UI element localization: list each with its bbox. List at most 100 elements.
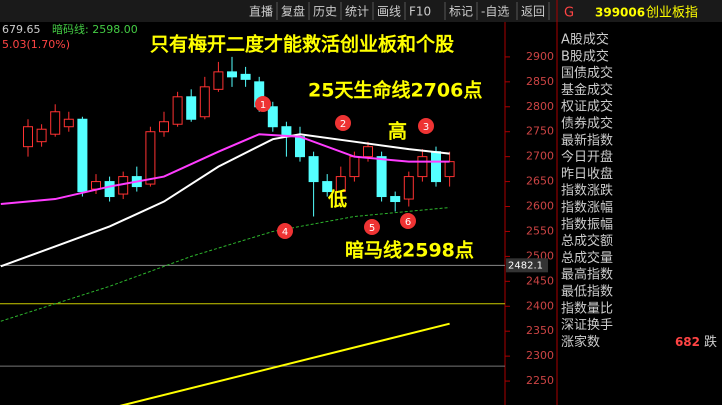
y-tick-label: 2700 — [526, 150, 554, 163]
plot — [0, 56, 505, 405]
y-tick-label: 2350 — [526, 324, 554, 337]
fall-label: 跌 — [704, 334, 717, 350]
y-tick-label: 2900 — [526, 50, 554, 63]
code: 399006 — [595, 6, 645, 20]
panel-row: 昨日收盘 — [561, 166, 613, 182]
marker-label: 6 — [405, 217, 411, 228]
marker — [335, 115, 351, 131]
marker — [277, 223, 293, 239]
high-note: 高 — [388, 120, 407, 143]
candle-body — [227, 71, 237, 78]
low-note: 低 — [327, 188, 347, 211]
panel-row: 指数量比 — [561, 301, 613, 316]
level-label: 2482.1 — [508, 260, 543, 271]
y-tick-label: 2250 — [526, 374, 554, 387]
candle-body — [376, 156, 387, 198]
candle-body — [444, 161, 455, 178]
candle-body — [308, 156, 319, 183]
name: 创业板指 — [646, 6, 698, 21]
candle-body — [172, 96, 183, 125]
toolbar-button[interactable]: 统计 — [345, 5, 369, 19]
candle-body — [50, 111, 61, 135]
toolbar-bg — [0, 0, 722, 22]
y-tick-label: 2450 — [526, 274, 554, 287]
candle-body — [322, 181, 333, 193]
y-tick-label: 2550 — [526, 224, 554, 237]
marker — [364, 219, 380, 235]
panel-row: 总成交量 — [561, 250, 613, 266]
candle-body — [36, 128, 47, 143]
candle-body — [431, 151, 441, 183]
candle-body — [199, 86, 210, 118]
candle-body — [417, 156, 428, 178]
toolbar-button[interactable]: 复盘 — [281, 4, 305, 19]
title-note: 只有梅开二度才能救活创业板和个股 — [150, 33, 454, 56]
panel-row: 指数振幅 — [561, 217, 613, 232]
candle-body — [403, 176, 414, 200]
toolbar-button[interactable]: 返回 — [521, 5, 545, 19]
candle-body — [159, 121, 169, 133]
panel-row: 指数涨跌 — [561, 183, 613, 199]
candle-body — [23, 126, 33, 148]
toolbar-button[interactable]: 直播 — [249, 5, 273, 19]
marker-label: 3 — [423, 122, 429, 133]
panel-row: 总成交额 — [561, 233, 613, 249]
candle-body — [349, 156, 360, 178]
marker-label: 4 — [282, 227, 288, 238]
candle-body — [240, 73, 251, 80]
ma25-note: 25天生命线2706点 — [308, 79, 482, 102]
candle-body — [77, 118, 88, 193]
panel-row: 基金成交 — [561, 82, 613, 98]
candle-body — [63, 118, 74, 128]
panel-row: 债券成交 — [561, 116, 613, 132]
y-tick-label: 2750 — [526, 125, 554, 138]
ma-line — [0, 133, 450, 268]
line-label: 暗码线: 2598.00 — [52, 22, 138, 36]
marker — [418, 118, 434, 134]
candle-body — [335, 176, 346, 193]
y-tick-label: 2600 — [526, 200, 554, 213]
candle-body — [295, 136, 305, 158]
candle-body — [213, 71, 224, 90]
marker-label: 1 — [260, 100, 266, 111]
candle-body — [186, 96, 197, 120]
candle-body — [104, 181, 115, 198]
toolbar-button[interactable]: 标记 — [449, 5, 473, 19]
panel-row: A股成交 — [561, 32, 609, 48]
panel-row: 最高指数 — [561, 267, 613, 283]
marker — [255, 96, 271, 112]
dark-line-note: 暗马线2598点 — [345, 239, 474, 262]
panel-row: 指数涨幅 — [561, 201, 613, 216]
candle-body — [145, 131, 156, 185]
flag: G — [564, 6, 574, 21]
level-tag — [506, 258, 548, 273]
toolbar-button[interactable]: F10 — [409, 5, 431, 19]
candle-body — [267, 106, 278, 128]
y-tick-label: 2650 — [526, 175, 554, 188]
panel-row: 涨家数 — [561, 334, 600, 350]
panel-row: 权证成交 — [561, 99, 613, 115]
ma-line — [0, 133, 450, 206]
y-tick-label: 2300 — [526, 349, 554, 362]
ma-line — [119, 322, 450, 405]
marker — [400, 213, 416, 229]
panel-row: 最新指数 — [561, 132, 613, 148]
y-tick-label: 2850 — [526, 75, 554, 88]
panel-row: B股成交 — [561, 48, 609, 64]
price: 679.65 — [2, 23, 41, 36]
panel-row: 最低指数 — [561, 285, 613, 300]
toolbar-button[interactable]: 历史 — [313, 5, 337, 19]
rise-count: 682 — [675, 335, 700, 349]
change: 5.03(1.70%) — [2, 38, 70, 51]
ma-line — [0, 207, 450, 322]
panel-row: 深证换手 — [561, 318, 613, 333]
toolbar-button[interactable]: -自选 — [481, 5, 509, 19]
y-tick-label: 2800 — [526, 100, 554, 113]
marker-label: 5 — [369, 223, 375, 234]
candle-body — [390, 196, 401, 203]
panel-row: 今日开盘 — [561, 149, 613, 165]
panel-row: 国债成交 — [561, 65, 613, 81]
toolbar-button[interactable]: 画线 — [377, 5, 401, 19]
